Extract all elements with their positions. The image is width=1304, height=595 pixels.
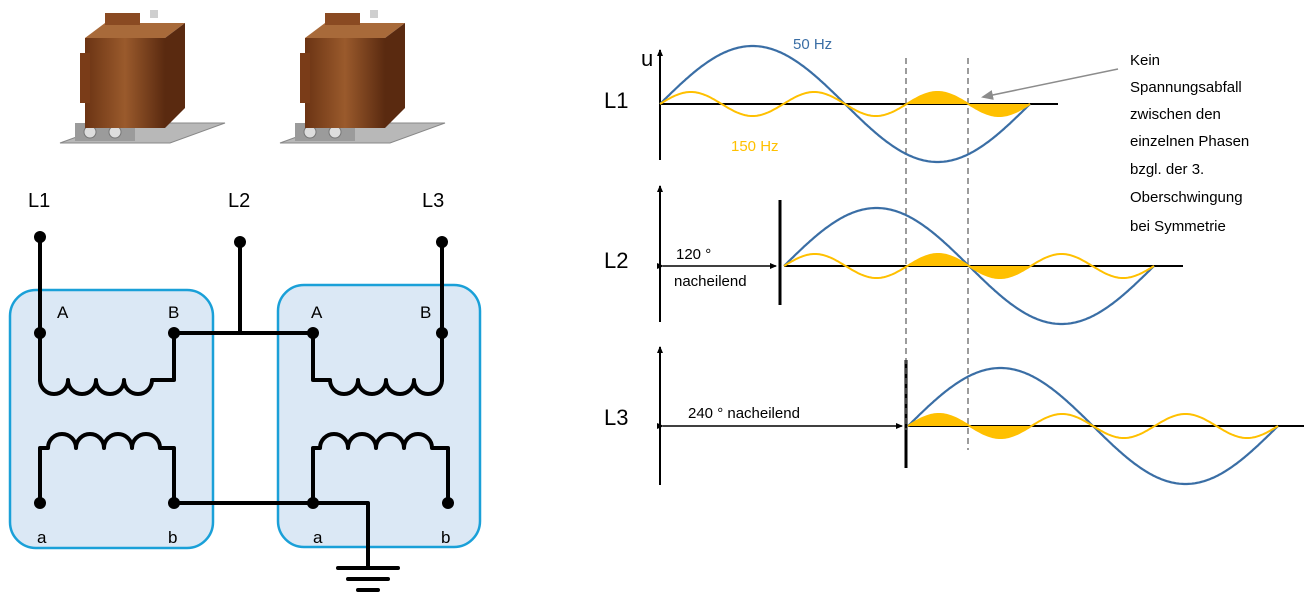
wiring: [38, 235, 450, 570]
note-arrow: [981, 68, 1119, 100]
schematic: L1 L2 L3 A B a b A B a b: [8, 190, 482, 592]
line-label-l1: L1: [28, 190, 50, 212]
svg-text:bzgl. der 3.: bzgl. der 3.: [1130, 161, 1204, 178]
voltage-transformer-photo-right-icon: [279, 10, 446, 144]
l2-shift-lag: nacheilend: [674, 273, 747, 290]
l1-harmonic-fill-4: [906, 92, 969, 104]
left-terminal-B: B: [168, 303, 179, 322]
l3-harmonic-fill-0: [908, 414, 970, 426]
left-terminal-A: A: [57, 303, 69, 322]
voltage-symbol: u: [641, 46, 653, 71]
svg-text:bei Symmetrie: bei Symmetrie: [1130, 218, 1226, 235]
right-terminal-b: b: [441, 528, 450, 547]
l2-harmonic-fill-2: [907, 254, 969, 266]
voltage-transformer-photo-left-icon: [59, 10, 226, 144]
left-terminal-a: a: [37, 528, 47, 547]
l3-shift-label: 240 ° nacheilend: [688, 405, 800, 422]
svg-text:einzelnen Phasen: einzelnen Phasen: [1130, 133, 1249, 150]
right-transformer-box: [276, 283, 482, 549]
l1-harmonic-fill-5: [968, 104, 1030, 116]
l3-harmonic-curve: [907, 413, 1279, 439]
right-terminal-a: a: [313, 528, 323, 547]
ground-icon: [336, 566, 400, 592]
l2-shift-angle: 120 °: [676, 246, 711, 263]
left-transformer-box: [8, 288, 215, 550]
right-terminal-B: B: [420, 303, 431, 322]
svg-text:Oberschwingung: Oberschwingung: [1130, 189, 1243, 206]
l2-harmonic-fill-3: [969, 266, 1031, 278]
phase-label-l3: L3: [604, 405, 628, 430]
line-label-l2: L2: [228, 190, 250, 212]
phase-label-l2: L2: [604, 248, 628, 273]
phase-label-l1: L1: [604, 88, 628, 113]
svg-text:zwischen den: zwischen den: [1130, 106, 1221, 123]
svg-text:Kein: Kein: [1130, 52, 1160, 69]
svg-text:Spannungsabfall: Spannungsabfall: [1130, 79, 1242, 96]
l3-harmonic-fill-1: [969, 426, 1032, 438]
waveform-diagram: u L1 L2 L3 50 Hz 150 Hz 120 ° nacheilend…: [604, 36, 1304, 486]
l2-harmonic-curve: [783, 253, 1155, 279]
l1-harmonic-curve: [659, 91, 1031, 117]
terminal-dots: [34, 231, 454, 509]
left-terminal-b: b: [168, 528, 177, 547]
right-terminal-A: A: [311, 303, 323, 322]
note-text: Kein Spannungsabfall zwischen den einzel…: [1130, 52, 1249, 235]
freq-label-150hz: 150 Hz: [731, 138, 779, 155]
freq-label-50hz: 50 Hz: [793, 36, 832, 53]
line-label-l3: L3: [422, 190, 444, 212]
